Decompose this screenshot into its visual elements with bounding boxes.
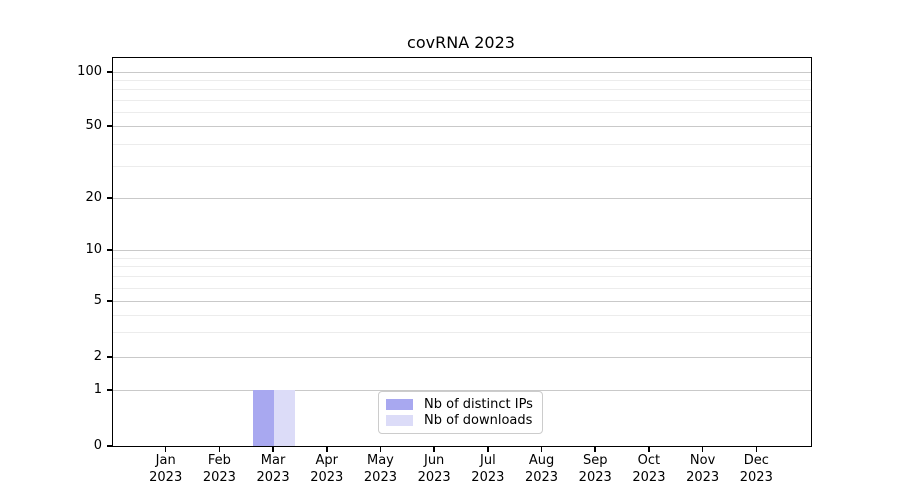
y-tick-label-1: 1 [93,382,102,397]
gridline-major-20 [113,198,811,199]
gridline-major-10 [113,250,811,251]
x-tick-mark-mar-2023 [272,446,274,452]
x-tick-mark-sep-2023 [594,446,596,452]
bar-nb-of-downloads-mar-2023 [274,390,296,446]
y-tick-label-2: 2 [93,349,102,364]
y-tick-mark-5 [107,300,112,302]
gridline-minor-30 [113,166,811,168]
y-tick-mark-10 [107,249,112,251]
legend-label-nb-of-downloads: Nb of downloads [424,412,533,428]
y-tick-label-10: 10 [85,242,102,257]
y-tick-mark-50 [107,125,112,127]
x-tick-mark-aug-2023 [540,446,543,452]
gridline-minor-9 [113,257,811,259]
y-tick-mark-0 [107,445,112,447]
y-tick-label-50: 50 [85,118,102,133]
x-tick-mark-jun-2023 [433,446,435,452]
x-tick-label-feb-2023: Feb 2023 [202,453,236,485]
legend-swatch-nb-of-distinct-ips [386,399,413,411]
x-tick-label-sep-2023: Sep 2023 [578,453,612,485]
x-tick-label-jul-2023: Jul 2023 [471,453,505,485]
x-tick-label-jun-2023: Jun 2023 [417,453,451,485]
gridline-major-50 [113,126,811,127]
y-tick-label-100: 100 [77,64,102,79]
gridline-minor-60 [113,111,811,113]
legend-item-nb-of-distinct-ips: Nb of distinct IPs [386,397,533,412]
plot-area [112,57,812,447]
x-tick-mark-nov-2023 [701,446,704,452]
chart-title: covRNA 2023 [407,33,515,52]
gridline-minor-6 [113,287,811,289]
gridline-minor-90 [113,80,811,82]
y-tick-label-0: 0 [93,438,102,453]
gridline-major-2 [113,357,811,358]
legend-label-nb-of-distinct-ips: Nb of distinct IPs [424,397,533,413]
y-tick-label-20: 20 [85,190,102,205]
legend-item-nb-of-downloads: Nb of downloads [386,413,533,428]
x-tick-mark-may-2023 [379,446,382,452]
legend: Nb of distinct IPs Nb of downloads [378,391,543,434]
gridline-minor-7 [113,276,811,278]
x-tick-label-mar-2023: Mar 2023 [256,453,290,485]
y-tick-mark-100 [107,71,112,73]
gridline-minor-3 [113,332,811,334]
y-tick-mark-2 [107,356,112,358]
bar-nb-of-distinct-ips-mar-2023 [253,390,275,446]
x-tick-mark-oct-2023 [648,446,650,452]
gridline-major-1 [113,390,811,391]
gridline-minor-8 [113,266,811,268]
x-tick-mark-jan-2023 [164,446,167,452]
gridline-minor-4 [113,314,811,316]
legend-swatch-nb-of-downloads [386,414,413,426]
x-tick-label-jan-2023: Jan 2023 [149,453,183,485]
x-tick-label-apr-2023: Apr 2023 [310,453,344,485]
x-tick-mark-jul-2023 [487,446,489,452]
gridline-minor-80 [113,89,811,91]
y-tick-mark-1 [107,389,112,391]
x-tick-mark-apr-2023 [326,446,328,452]
gridline-major-5 [113,301,811,302]
y-tick-label-5: 5 [93,293,102,308]
x-tick-label-may-2023: May 2023 [363,453,397,485]
x-tick-mark-feb-2023 [218,446,221,452]
y-tick-mark-20 [107,197,112,199]
gridline-minor-70 [113,99,811,101]
x-tick-label-nov-2023: Nov 2023 [686,453,720,485]
x-tick-label-aug-2023: Aug 2023 [524,453,559,485]
x-tick-label-dec-2023: Dec 2023 [739,453,773,485]
gridline-major-100 [113,72,811,73]
x-tick-label-oct-2023: Oct 2023 [632,453,666,485]
x-tick-mark-dec-2023 [755,446,758,452]
gridline-minor-40 [113,143,811,145]
